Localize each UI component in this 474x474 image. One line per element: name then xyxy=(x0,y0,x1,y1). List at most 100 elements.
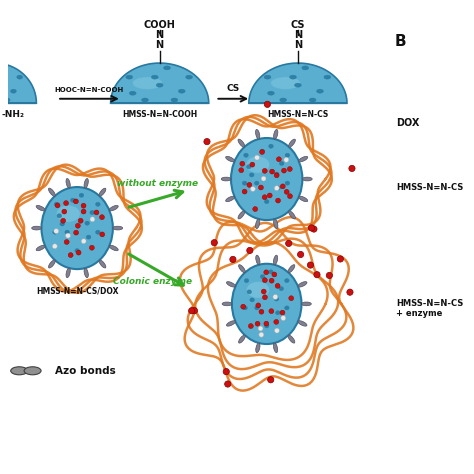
Text: HOOC-N=N-COOH: HOOC-N=N-COOH xyxy=(55,87,124,93)
Ellipse shape xyxy=(255,219,260,228)
Circle shape xyxy=(256,303,261,308)
Ellipse shape xyxy=(99,260,106,268)
Ellipse shape xyxy=(36,205,45,211)
Ellipse shape xyxy=(109,246,118,251)
Text: HMSS-N=N-COOH: HMSS-N=N-COOH xyxy=(122,110,197,119)
Text: N: N xyxy=(155,40,164,50)
Ellipse shape xyxy=(243,306,247,310)
Ellipse shape xyxy=(246,164,251,169)
Ellipse shape xyxy=(171,98,178,102)
Circle shape xyxy=(259,309,264,314)
Ellipse shape xyxy=(11,367,27,375)
Ellipse shape xyxy=(273,219,278,228)
Circle shape xyxy=(81,209,86,214)
Text: HMSS-N=N-CS
+ enzyme: HMSS-N=N-CS + enzyme xyxy=(396,299,463,318)
Circle shape xyxy=(307,262,314,268)
Circle shape xyxy=(54,228,59,234)
Ellipse shape xyxy=(53,230,57,234)
Circle shape xyxy=(282,168,286,173)
Ellipse shape xyxy=(264,324,269,328)
Circle shape xyxy=(242,189,247,194)
Ellipse shape xyxy=(249,173,254,177)
Ellipse shape xyxy=(151,75,158,79)
Circle shape xyxy=(347,289,353,295)
Ellipse shape xyxy=(246,156,269,173)
Text: N: N xyxy=(294,40,302,50)
Ellipse shape xyxy=(284,279,289,283)
Circle shape xyxy=(223,368,229,375)
Ellipse shape xyxy=(32,226,42,230)
Ellipse shape xyxy=(156,83,163,87)
Ellipse shape xyxy=(226,196,235,201)
Circle shape xyxy=(314,272,320,278)
Text: HMSS-N=N-CS/DOX: HMSS-N=N-CS/DOX xyxy=(36,286,118,295)
Circle shape xyxy=(261,176,266,181)
Circle shape xyxy=(311,226,317,232)
Circle shape xyxy=(225,381,231,387)
Circle shape xyxy=(258,326,263,331)
Ellipse shape xyxy=(178,89,185,93)
Circle shape xyxy=(241,304,246,309)
Ellipse shape xyxy=(267,91,274,95)
Circle shape xyxy=(274,173,279,178)
Ellipse shape xyxy=(299,156,308,162)
Circle shape xyxy=(230,256,236,263)
Ellipse shape xyxy=(309,98,316,102)
Ellipse shape xyxy=(298,282,307,287)
Ellipse shape xyxy=(129,91,136,95)
Circle shape xyxy=(65,233,71,238)
Text: Azo bonds: Azo bonds xyxy=(55,366,116,376)
Text: without enzyme: without enzyme xyxy=(117,179,198,188)
Ellipse shape xyxy=(133,77,162,89)
Circle shape xyxy=(191,308,198,314)
Ellipse shape xyxy=(86,235,91,239)
Text: Colonic enzyme: Colonic enzyme xyxy=(113,277,192,286)
Circle shape xyxy=(258,185,264,190)
Ellipse shape xyxy=(48,260,55,268)
Circle shape xyxy=(100,232,105,237)
Text: DOX: DOX xyxy=(396,118,419,128)
Ellipse shape xyxy=(242,181,247,185)
Circle shape xyxy=(81,239,86,244)
Circle shape xyxy=(264,101,271,108)
Circle shape xyxy=(75,223,80,228)
Ellipse shape xyxy=(0,66,4,70)
Text: B: B xyxy=(395,34,406,49)
Ellipse shape xyxy=(302,66,309,70)
Ellipse shape xyxy=(273,343,278,353)
Ellipse shape xyxy=(290,75,296,79)
Ellipse shape xyxy=(48,188,55,196)
Ellipse shape xyxy=(276,186,281,190)
Ellipse shape xyxy=(142,98,148,102)
Polygon shape xyxy=(0,63,36,103)
Ellipse shape xyxy=(260,149,265,153)
Ellipse shape xyxy=(294,83,301,87)
Ellipse shape xyxy=(85,221,90,225)
Polygon shape xyxy=(110,63,209,103)
Ellipse shape xyxy=(324,75,331,79)
Circle shape xyxy=(250,187,255,191)
Circle shape xyxy=(94,210,99,215)
Text: CS: CS xyxy=(291,19,305,30)
Circle shape xyxy=(263,278,267,283)
Circle shape xyxy=(78,219,83,223)
Ellipse shape xyxy=(226,156,235,162)
Ellipse shape xyxy=(186,75,192,79)
Circle shape xyxy=(264,321,269,326)
Ellipse shape xyxy=(60,222,64,226)
Ellipse shape xyxy=(302,177,312,181)
Circle shape xyxy=(275,283,280,288)
Ellipse shape xyxy=(227,282,236,287)
Text: COOH: COOH xyxy=(144,19,175,30)
Text: HMSS-N=N-CS: HMSS-N=N-CS xyxy=(267,110,328,119)
Circle shape xyxy=(308,225,315,231)
Ellipse shape xyxy=(285,181,290,185)
Ellipse shape xyxy=(113,226,123,230)
Circle shape xyxy=(52,244,57,249)
Circle shape xyxy=(274,328,279,333)
Ellipse shape xyxy=(271,77,301,89)
Ellipse shape xyxy=(57,206,80,222)
Circle shape xyxy=(189,308,195,314)
Circle shape xyxy=(298,251,304,257)
Ellipse shape xyxy=(244,279,249,283)
